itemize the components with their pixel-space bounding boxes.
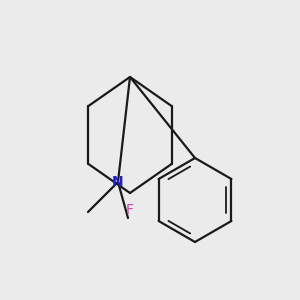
- Text: F: F: [126, 203, 134, 217]
- Text: N: N: [112, 175, 124, 189]
